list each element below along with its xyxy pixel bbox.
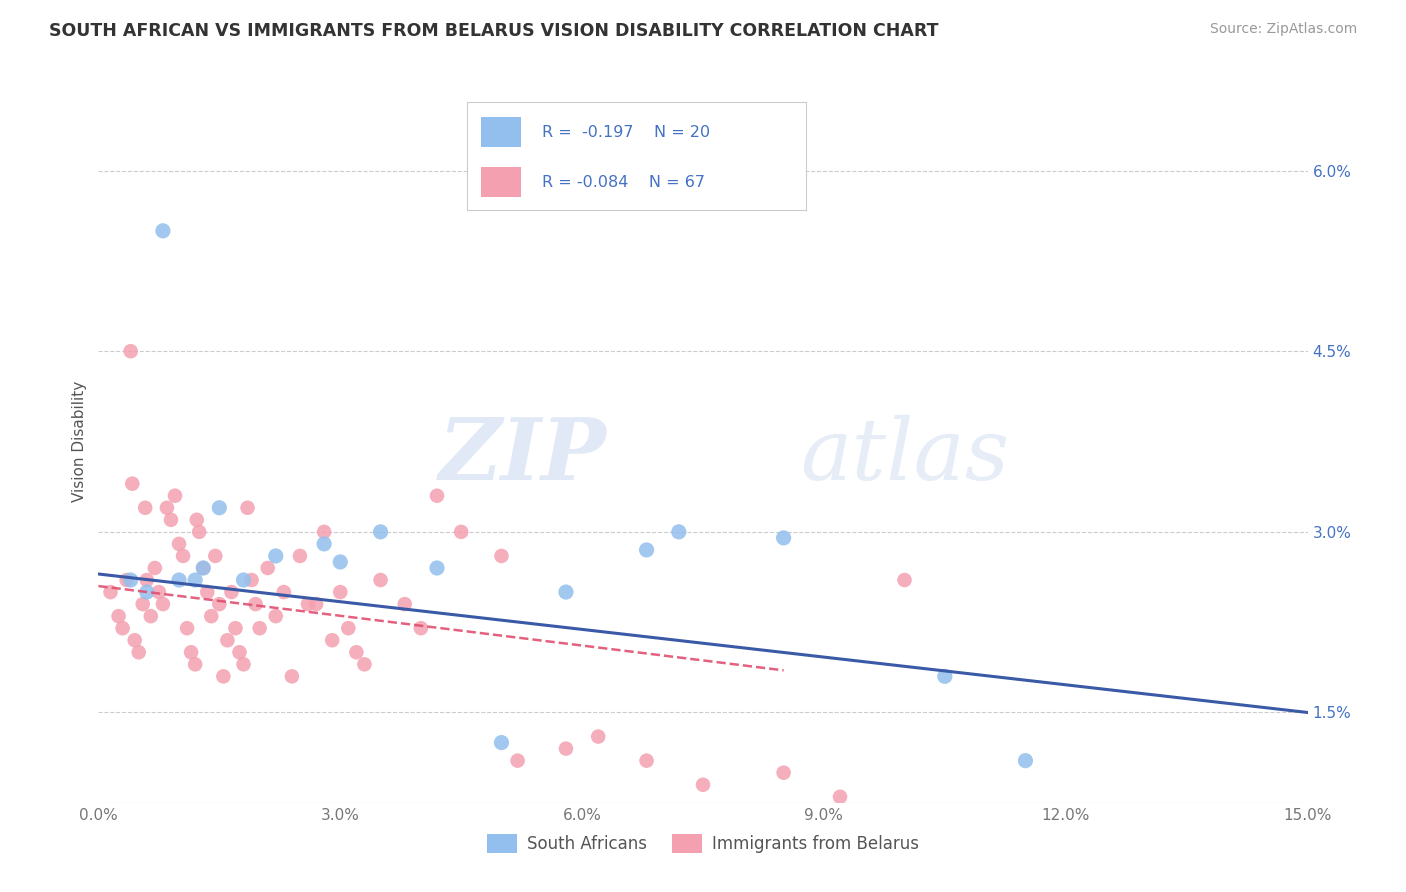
Point xyxy=(256,561,278,575)
Point xyxy=(221,585,243,599)
Point xyxy=(107,609,129,624)
Point xyxy=(217,633,239,648)
Point xyxy=(204,549,226,563)
Point xyxy=(370,573,392,587)
Point xyxy=(195,585,218,599)
Point xyxy=(124,633,146,648)
Point xyxy=(143,561,166,575)
Point xyxy=(121,476,143,491)
Point xyxy=(329,555,352,569)
Point xyxy=(135,573,157,587)
Point xyxy=(224,621,246,635)
Point xyxy=(288,549,311,563)
Point xyxy=(409,621,432,635)
Point xyxy=(772,765,794,780)
Point xyxy=(128,645,150,659)
Point xyxy=(152,597,174,611)
Point xyxy=(273,585,295,599)
Point xyxy=(193,561,215,575)
Point xyxy=(236,500,259,515)
Point xyxy=(111,621,134,635)
Point xyxy=(491,549,513,563)
Point xyxy=(232,657,254,672)
Point xyxy=(156,500,179,515)
Y-axis label: Vision Disability: Vision Disability xyxy=(72,381,87,502)
Point xyxy=(184,573,207,587)
Point xyxy=(186,513,208,527)
Point xyxy=(208,500,231,515)
Point xyxy=(184,657,207,672)
Point xyxy=(212,669,235,683)
Point xyxy=(305,597,328,611)
Point xyxy=(506,754,529,768)
Point xyxy=(228,645,250,659)
Point xyxy=(163,489,186,503)
Point xyxy=(344,645,367,659)
Point xyxy=(281,669,304,683)
Point xyxy=(188,524,211,539)
Point xyxy=(208,597,231,611)
Point xyxy=(337,621,360,635)
Point xyxy=(314,524,336,539)
Point xyxy=(200,609,222,624)
Point xyxy=(586,730,609,744)
Point xyxy=(353,657,375,672)
Point xyxy=(134,500,156,515)
Text: SOUTH AFRICAN VS IMMIGRANTS FROM BELARUS VISION DISABILITY CORRELATION CHART: SOUTH AFRICAN VS IMMIGRANTS FROM BELARUS… xyxy=(49,22,939,40)
Point xyxy=(426,489,449,503)
Text: Source: ZipAtlas.com: Source: ZipAtlas.com xyxy=(1209,22,1357,37)
Point xyxy=(132,597,155,611)
Point xyxy=(636,542,658,557)
Point xyxy=(329,585,352,599)
Point xyxy=(193,561,215,575)
Point xyxy=(120,573,142,587)
Point xyxy=(172,549,194,563)
Point xyxy=(636,754,658,768)
Legend: South Africans, Immigrants from Belarus: South Africans, Immigrants from Belarus xyxy=(481,827,925,860)
Point xyxy=(160,513,183,527)
Point xyxy=(240,573,263,587)
Point xyxy=(555,585,578,599)
Point xyxy=(668,524,690,539)
Point xyxy=(245,597,267,611)
Point xyxy=(1014,754,1036,768)
Point xyxy=(314,537,336,551)
Point xyxy=(772,531,794,545)
Point xyxy=(100,585,122,599)
Point xyxy=(934,669,956,683)
Point xyxy=(555,741,578,756)
Point xyxy=(167,537,190,551)
Point xyxy=(115,573,138,587)
Point xyxy=(491,735,513,749)
Point xyxy=(180,645,202,659)
Point xyxy=(139,609,162,624)
Point xyxy=(893,573,915,587)
Text: ZIP: ZIP xyxy=(439,414,606,498)
Point xyxy=(450,524,472,539)
Point xyxy=(135,585,157,599)
Point xyxy=(120,344,142,359)
Text: atlas: atlas xyxy=(800,415,1010,498)
Point xyxy=(167,573,190,587)
Point xyxy=(264,609,287,624)
Point xyxy=(426,561,449,575)
Point xyxy=(249,621,271,635)
Point xyxy=(394,597,416,611)
Point xyxy=(232,573,254,587)
Point xyxy=(264,549,287,563)
Point xyxy=(176,621,198,635)
Point xyxy=(370,524,392,539)
Point xyxy=(152,224,174,238)
Point xyxy=(148,585,170,599)
Point xyxy=(321,633,343,648)
Point xyxy=(297,597,319,611)
Point xyxy=(692,778,714,792)
Point xyxy=(828,789,851,804)
